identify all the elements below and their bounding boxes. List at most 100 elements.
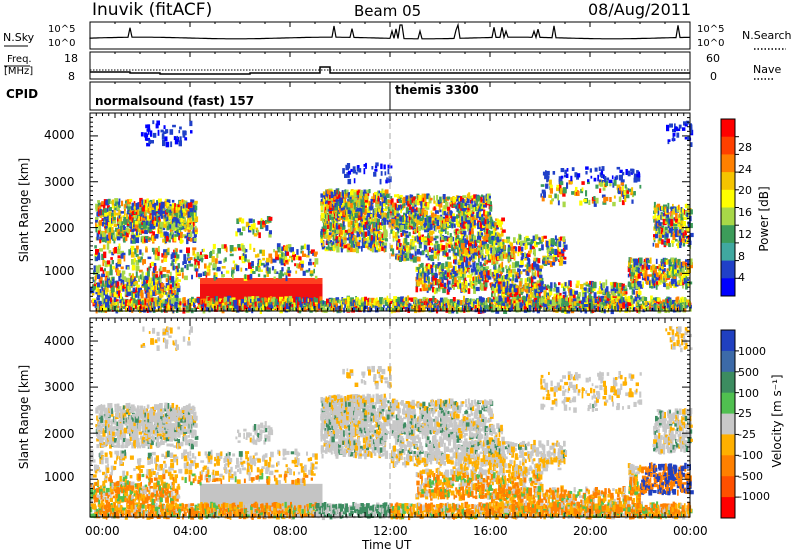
power-cell (508, 256, 511, 261)
power-cell (462, 236, 465, 240)
power-cell (127, 302, 131, 306)
power-cell (462, 247, 465, 254)
power-cell (147, 299, 150, 306)
power-cell (437, 244, 440, 250)
power-cell (307, 298, 310, 303)
power-cell (207, 296, 210, 301)
power-cell (404, 225, 408, 230)
xtick-2000: 20:00 (573, 524, 608, 538)
power-cell (103, 208, 107, 212)
power-cell (653, 299, 657, 303)
power-cell (308, 302, 310, 310)
power-cell (115, 299, 119, 302)
power-cell (490, 216, 493, 223)
power-cell (257, 301, 261, 305)
power-cell (427, 305, 431, 312)
power-cell (533, 257, 536, 262)
power-cell (427, 269, 430, 275)
power-cell (151, 297, 154, 303)
power-cell (194, 307, 197, 312)
power-cell (440, 297, 444, 301)
power-cell (180, 210, 182, 213)
power-cell (279, 299, 282, 306)
power-cell (572, 308, 576, 312)
power-cell (334, 299, 339, 304)
power-cell (651, 301, 654, 306)
power-cell (101, 201, 104, 205)
power-cell (677, 306, 680, 311)
power-cell (423, 237, 428, 241)
power-cell (428, 304, 433, 308)
power-cell (362, 297, 366, 302)
power-cell (242, 226, 246, 231)
power-cell (429, 197, 433, 201)
power-cell (643, 302, 645, 306)
power-cell (125, 303, 128, 310)
power-cell (465, 234, 468, 238)
power-cell (430, 242, 434, 246)
power-cell (299, 299, 302, 305)
freq-label: Freq. (7, 54, 32, 65)
power-cell (449, 265, 453, 269)
power-cell (344, 189, 347, 195)
power-cell (184, 217, 186, 224)
nave-tick-bottom: 0 (710, 70, 717, 83)
power-cell (469, 298, 472, 305)
power-cell (476, 303, 479, 310)
power-cell (119, 308, 122, 312)
power-cell (446, 221, 449, 227)
power-cell (435, 240, 439, 244)
power-cell (172, 296, 176, 303)
power-cell (461, 216, 464, 222)
power-cell (464, 239, 468, 244)
power-cell (426, 297, 429, 302)
power-cell (175, 207, 178, 211)
freq-trace (90, 66, 690, 75)
power-cell (657, 299, 661, 305)
power-cell (118, 205, 121, 208)
power-cell (112, 285, 115, 289)
power-cell (108, 206, 112, 211)
power-cell (148, 296, 153, 302)
power-cell (433, 221, 437, 224)
power-cell (511, 300, 515, 304)
power-cell (404, 253, 408, 256)
power-cell (488, 297, 492, 304)
power-cell (563, 260, 567, 265)
power-cell (386, 302, 389, 306)
power-cell (487, 297, 490, 303)
power-cell (350, 297, 354, 302)
power-cell (434, 235, 439, 239)
power-cell (446, 206, 451, 211)
power-cell (116, 281, 120, 287)
beam-title: Beam 05 (354, 2, 422, 20)
power-cell (124, 277, 127, 283)
power-cell (465, 302, 467, 309)
power-cell (452, 286, 455, 290)
power-cell (326, 298, 330, 305)
power-cell (131, 206, 134, 211)
power-cell (243, 305, 247, 311)
power-cell (386, 295, 389, 302)
velocity-cbar-tick-500: 500 (738, 366, 759, 379)
power-cell (408, 303, 412, 306)
power-cell (454, 259, 457, 265)
power-cell (452, 297, 456, 302)
power-cell (264, 297, 267, 302)
power-cell (170, 303, 174, 307)
power-cell (455, 302, 460, 310)
power-cell (352, 306, 356, 310)
power-cell (479, 261, 482, 266)
power-cell (382, 224, 386, 230)
power-cell (472, 303, 475, 308)
power-cell (265, 297, 268, 302)
power-cell (222, 302, 225, 306)
power-cell (545, 305, 549, 310)
power-cell (129, 214, 132, 220)
power-cell (483, 236, 486, 242)
power-cell (508, 304, 513, 308)
power-cell (448, 249, 451, 253)
power-cell (253, 298, 257, 305)
power-cell (450, 303, 453, 310)
